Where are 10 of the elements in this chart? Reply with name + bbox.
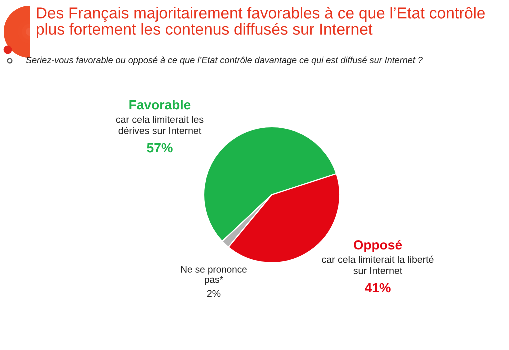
slice-label: Opposé [354, 240, 402, 252]
data-label: 2% [207, 290, 221, 298]
chart-subtitle: Seriez-vous favorable ou opposé à ce que l’Etat contrôle davantage ce qui est diffusé sur Internet ? [26, 56, 423, 66]
chart-title: Des Français majoritairement favorables à ce que l’Etat contrôle plus fortement les contenus diffusés sur Internet [37, 7, 485, 38]
data-label: 57% [147, 143, 173, 153]
text: car cela limiterait la liberté sur Internet [322, 256, 434, 274]
slice-label: Ne se prononce pas* [181, 266, 247, 285]
data-label: 41% [364, 283, 391, 293]
slice-label: Favorable [130, 100, 191, 110]
text: car cela limiterait les dérives sur Internet [116, 116, 204, 134]
